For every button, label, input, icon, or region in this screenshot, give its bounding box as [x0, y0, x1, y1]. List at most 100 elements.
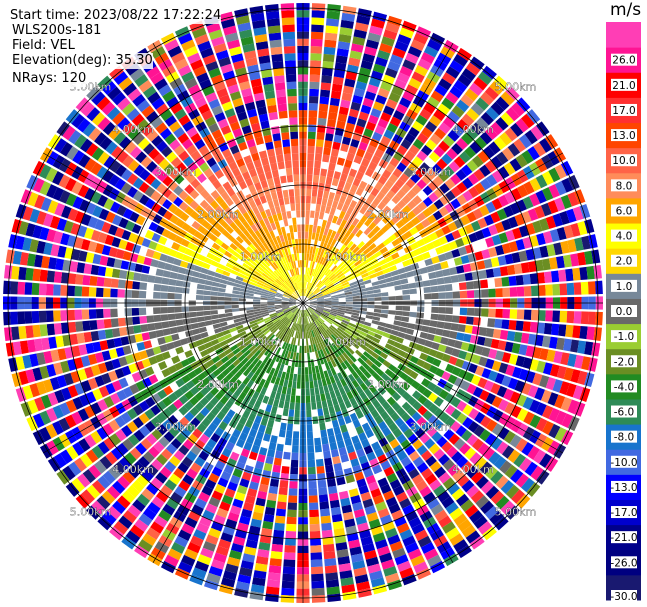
- velocity-gate: [298, 238, 302, 247]
- velocity-gate: [161, 448, 173, 460]
- velocity-gate: [377, 118, 389, 129]
- velocity-gate: [355, 171, 364, 181]
- velocity-gate: [191, 504, 204, 516]
- velocity-gate: [266, 350, 273, 358]
- velocity-gate: [160, 484, 173, 497]
- velocity-gate: [216, 185, 226, 196]
- velocity-gate: [266, 257, 273, 265]
- velocity-gate: [143, 340, 153, 350]
- velocity-gate: [292, 292, 299, 299]
- velocity-gate: [336, 395, 344, 404]
- velocity-gate: [460, 341, 470, 352]
- velocity-gate: [141, 238, 151, 248]
- velocity-gate: [538, 310, 546, 322]
- velocity-gate: [488, 451, 501, 465]
- velocity-gate: [516, 199, 527, 212]
- velocity-gate: [290, 232, 295, 240]
- velocity-gate: [383, 565, 398, 577]
- velocity-gate: [348, 168, 358, 178]
- velocity-gate: [205, 60, 219, 72]
- velocity-gate: [181, 374, 191, 384]
- velocity-gate: [342, 268, 350, 275]
- velocity-gate: [381, 401, 391, 411]
- velocity-gate: [459, 151, 471, 164]
- velocity-gate: [318, 283, 325, 290]
- velocity-gate: [305, 309, 308, 317]
- velocity-gate: [278, 378, 285, 387]
- velocity-gate: [315, 308, 323, 313]
- velocity-gate: [457, 518, 472, 532]
- velocity-gate: [322, 322, 329, 329]
- velocity-gate: [187, 370, 197, 380]
- velocity-gate: [428, 365, 439, 375]
- velocity-gate: [304, 274, 307, 282]
- velocity-gate: [310, 53, 322, 61]
- velocity-gate: [308, 323, 312, 331]
- velocity-gate: [318, 110, 328, 119]
- velocity-gate: [306, 331, 310, 339]
- velocity-gate: [118, 77, 133, 91]
- velocity-gate: [466, 211, 477, 223]
- velocity-gate: [523, 309, 532, 321]
- velocity-gate: [567, 399, 579, 414]
- velocity-gate: [292, 438, 299, 446]
- velocity-gate: [214, 327, 223, 334]
- velocity-gate: [234, 370, 243, 379]
- velocity-gate: [385, 432, 396, 443]
- velocity-gate: [158, 84, 172, 97]
- velocity-gate: [255, 212, 263, 222]
- velocity-gate: [498, 362, 509, 374]
- velocity-gate: [242, 553, 256, 563]
- velocity-gate: [367, 254, 376, 262]
- velocity-gate: [488, 288, 496, 298]
- velocity-gate: [288, 254, 293, 262]
- velocity-gate: [242, 220, 251, 230]
- velocity-gate: [518, 344, 528, 356]
- velocity-gate: [99, 340, 109, 351]
- velocity-gate: [332, 278, 340, 285]
- velocity-gate: [395, 219, 405, 229]
- velocity-gate: [115, 164, 127, 177]
- velocity-gate: [458, 226, 468, 237]
- velocity-gate: [352, 501, 364, 512]
- velocity-gate: [396, 189, 406, 199]
- velocity-gate: [490, 470, 504, 485]
- velocity-gate: [133, 164, 145, 177]
- velocity-gate: [263, 513, 275, 523]
- velocity-gate: [142, 507, 157, 521]
- velocity-gate: [171, 355, 181, 364]
- velocity-gate: [340, 321, 349, 327]
- velocity-gate: [323, 293, 331, 297]
- velocity-gate: [427, 554, 442, 567]
- velocity-gate: [90, 330, 100, 342]
- velocity-gate: [480, 415, 492, 428]
- velocity-gate: [340, 219, 347, 228]
- velocity-gate: [316, 196, 323, 205]
- velocity-gate: [370, 18, 386, 29]
- velocity-gate: [363, 321, 372, 327]
- velocity-gate: [279, 480, 289, 489]
- velocity-gate: [177, 132, 190, 144]
- velocity-gate: [341, 204, 349, 213]
- velocity-gate: [456, 194, 468, 206]
- velocity-gate: [258, 424, 266, 433]
- velocity-gate: [150, 116, 164, 129]
- velocity-gate: [141, 332, 151, 341]
- velocity-gate: [308, 124, 317, 133]
- velocity-gate: [310, 388, 315, 396]
- velocity-gate: [150, 416, 162, 428]
- velocity-gate: [325, 220, 332, 229]
- velocity-gate: [156, 194, 167, 206]
- velocity-gate: [306, 195, 311, 204]
- velocity-gate: [251, 251, 259, 259]
- velocity-gate: [307, 238, 312, 247]
- velocity-gate: [350, 333, 358, 340]
- velocity-gate: [497, 166, 510, 180]
- velocity-gate: [148, 374, 159, 385]
- velocity-gate: [288, 373, 294, 381]
- velocity-gate: [202, 540, 217, 552]
- velocity-gate: [169, 455, 181, 467]
- velocity-gate: [360, 104, 372, 115]
- velocity-gate: [481, 248, 491, 259]
- velocity-gate: [290, 306, 298, 312]
